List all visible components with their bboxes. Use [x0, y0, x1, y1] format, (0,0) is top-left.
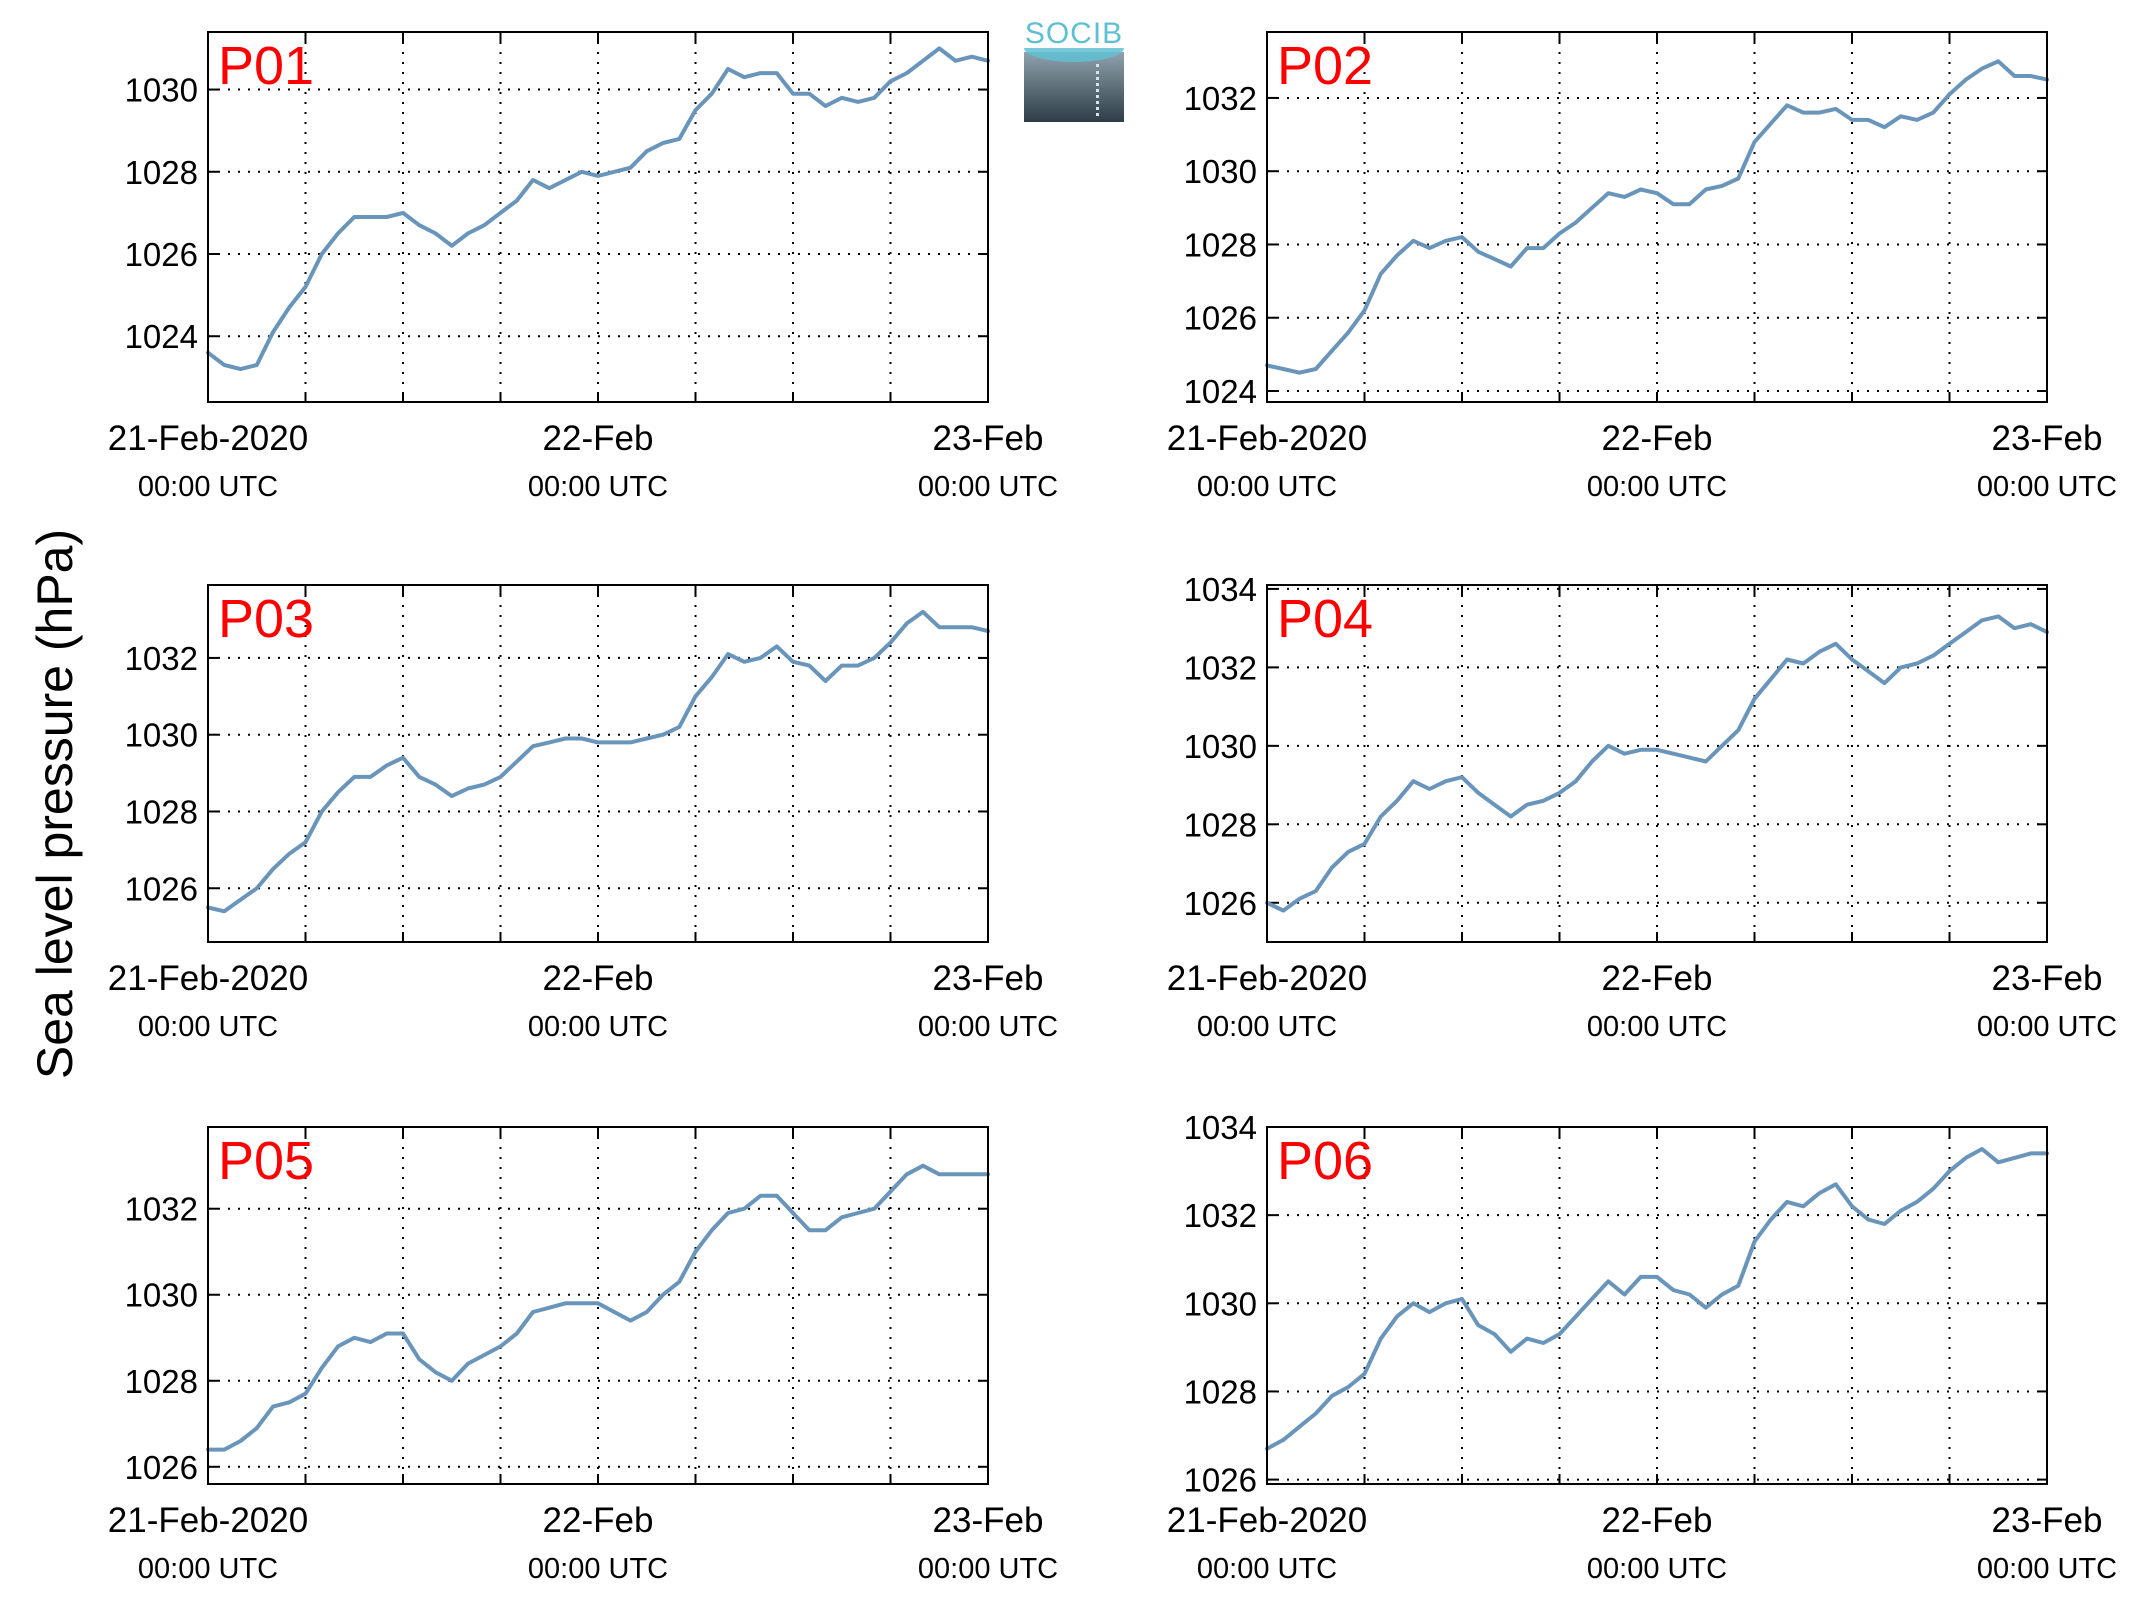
x-tick-label: 22-Feb	[543, 419, 654, 458]
logo-wave	[1024, 48, 1124, 62]
x-tick-label: 23-Feb	[1992, 1501, 2103, 1540]
logo-text: SOCIB	[1024, 17, 1124, 50]
y-tick-label: 1030	[1184, 153, 1257, 190]
x-tick-label: 23-Feb	[1992, 959, 2103, 998]
panel-p05: 1026 1028 1030 1032 P05 21-Feb-2020 00:00 UTC 2…	[108, 1126, 1058, 1585]
y-tick-label: 1028	[1184, 806, 1257, 843]
x-tick-label: 22-Feb	[543, 1501, 654, 1540]
y-tick-label: 1034	[1184, 571, 1257, 608]
x-tick-sublabel: 00:00 UTC	[138, 1011, 278, 1043]
series-line	[1265, 1147, 2049, 1451]
socib-logo: SOCIB	[1024, 18, 1124, 122]
y-tick-label: 1028	[125, 154, 198, 191]
x-tick-sublabel: 00:00 UTC	[1197, 1011, 1337, 1043]
panel-label: P01	[218, 36, 314, 96]
y-tick-label: 1030	[1184, 728, 1257, 765]
y-axis-label: Sea level pressure (hPa)	[27, 528, 83, 1080]
y-tick-label: 1026	[1184, 885, 1257, 922]
plot-frame	[1266, 31, 2048, 403]
y-tick-label: 1030	[125, 717, 198, 754]
x-tick-label: 21-Feb-2020	[1167, 419, 1367, 458]
x-tick-label: 23-Feb	[933, 959, 1044, 998]
panel-label: P03	[218, 589, 314, 649]
panel-p04: 1026 1028 1030 1032 1034 P04 21-Feb-2020 00:00 …	[1167, 571, 2117, 1043]
panel-p02: 1024 1026 1028 1030 1032 P02 21-Feb-2020 00:00 …	[1167, 31, 2117, 503]
x-tick-label: 22-Feb	[1602, 419, 1713, 458]
x-tick-sublabel: 00:00 UTC	[1977, 471, 2117, 503]
x-tick-sublabel: 00:00 UTC	[528, 1553, 668, 1585]
x-tick-sublabel: 00:00 UTC	[1587, 471, 1727, 503]
y-tick-label: 1030	[125, 1277, 198, 1314]
x-tick-sublabel: 00:00 UTC	[138, 471, 278, 503]
x-tick-label: 22-Feb	[1602, 1501, 1713, 1540]
x-tick-sublabel: 00:00 UTC	[528, 1011, 668, 1043]
x-tick-label: 21-Feb-2020	[1167, 959, 1367, 998]
x-tick-sublabel: 00:00 UTC	[138, 1553, 278, 1585]
y-tick-label: 1028	[1184, 226, 1257, 263]
y-tick-label: 1028	[125, 793, 198, 830]
logo-mast	[1096, 64, 1099, 116]
x-tick-label: 23-Feb	[933, 1501, 1044, 1540]
y-tick-label: 1026	[125, 236, 198, 273]
y-tick-label: 1026	[1184, 300, 1257, 337]
logo-graphic	[1024, 52, 1124, 122]
panel-p01: 1024 1026 1028 1030 P01 21-Feb-2020 00:00 UTC 2…	[108, 31, 1058, 503]
panel-label: P02	[1277, 36, 1373, 96]
plot-frame	[207, 1126, 989, 1485]
series-line	[206, 46, 990, 372]
x-tick-sublabel: 00:00 UTC	[918, 471, 1058, 503]
plot-frame	[207, 31, 989, 403]
x-tick-label: 23-Feb	[933, 419, 1044, 458]
panel-label: P06	[1277, 1131, 1373, 1191]
series-line	[1265, 614, 2049, 913]
x-tick-label: 21-Feb-2020	[108, 1501, 308, 1540]
x-tick-sublabel: 00:00 UTC	[1587, 1011, 1727, 1043]
y-tick-label: 1034	[1184, 1109, 1257, 1146]
x-tick-sublabel: 00:00 UTC	[1197, 471, 1337, 503]
x-tick-label: 21-Feb-2020	[108, 419, 308, 458]
plot-frame	[207, 584, 989, 943]
y-tick-label: 1024	[1184, 373, 1257, 410]
x-tick-label: 21-Feb-2020	[108, 959, 308, 998]
y-tick-label: 1032	[1184, 649, 1257, 686]
y-tick-label: 1028	[1184, 1373, 1257, 1410]
y-tick-label: 1026	[125, 1449, 198, 1486]
x-tick-sublabel: 00:00 UTC	[1977, 1553, 2117, 1585]
x-tick-label: 21-Feb-2020	[1167, 1501, 1367, 1540]
plot-frame	[1266, 584, 2048, 943]
y-tick-label: 1032	[125, 640, 198, 677]
panel-p03: 1026 1028 1030 1032 P03 21-Feb-2020 00:00 UTC 2…	[108, 584, 1058, 1043]
x-tick-label: 22-Feb	[543, 959, 654, 998]
y-tick-label: 1026	[1184, 1462, 1257, 1499]
y-tick-label: 1028	[125, 1363, 198, 1400]
y-tick-label: 1026	[125, 870, 198, 907]
y-tick-label: 1032	[125, 1191, 198, 1228]
series-line	[1265, 59, 2049, 375]
series-line	[206, 609, 990, 914]
panel-label: P04	[1277, 589, 1373, 649]
y-tick-label: 1024	[125, 318, 198, 355]
x-tick-sublabel: 00:00 UTC	[1977, 1011, 2117, 1043]
y-tick-label: 1030	[125, 72, 198, 109]
y-tick-label: 1032	[1184, 80, 1257, 117]
panel-label: P05	[218, 1131, 314, 1191]
x-tick-label: 22-Feb	[1602, 959, 1713, 998]
x-tick-sublabel: 00:00 UTC	[1587, 1553, 1727, 1585]
y-tick-label: 1032	[1184, 1197, 1257, 1234]
panel-p06: 1026 1028 1030 1032 1034 P06 21-Feb-2020 00:00 …	[1167, 1109, 2117, 1585]
series-line	[206, 1163, 990, 1452]
plot-frame	[1266, 1126, 2048, 1485]
x-tick-sublabel: 00:00 UTC	[528, 471, 668, 503]
x-tick-sublabel: 00:00 UTC	[918, 1011, 1058, 1043]
y-tick-label: 1030	[1184, 1285, 1257, 1322]
x-tick-label: 23-Feb	[1992, 419, 2103, 458]
x-tick-sublabel: 00:00 UTC	[918, 1553, 1058, 1585]
x-tick-sublabel: 00:00 UTC	[1197, 1553, 1337, 1585]
